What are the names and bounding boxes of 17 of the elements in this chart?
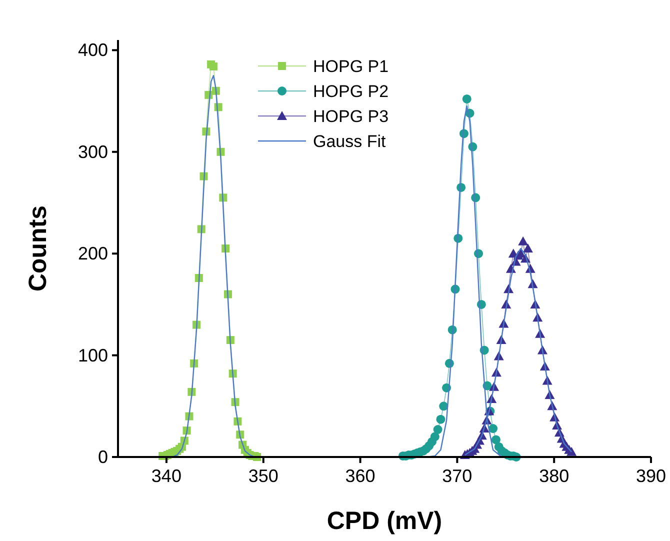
y-tick-label: 0 bbox=[98, 447, 108, 467]
y-tick-label: 400 bbox=[78, 40, 108, 60]
y-tick-label: 100 bbox=[78, 345, 108, 366]
x-tick-label: 340 bbox=[151, 466, 182, 486]
legend-label: Gauss Fit bbox=[313, 132, 386, 151]
legend-label: HOPG P3 bbox=[313, 107, 389, 126]
x-tick-label: 390 bbox=[636, 466, 666, 486]
legend-label: HOPG P2 bbox=[313, 82, 389, 101]
x-tick-label: 350 bbox=[248, 466, 278, 486]
x-tick-label: 360 bbox=[345, 466, 376, 486]
legend-label: HOPG P1 bbox=[313, 57, 389, 76]
x-axis-title: CPD (mV) bbox=[326, 507, 442, 535]
x-tick-label: 380 bbox=[539, 466, 570, 486]
y-axis-title: Counts bbox=[24, 205, 52, 292]
x-tick-label: 370 bbox=[442, 466, 472, 486]
y-tick-label: 200 bbox=[78, 244, 108, 264]
y-tick-label: 300 bbox=[78, 142, 108, 162]
